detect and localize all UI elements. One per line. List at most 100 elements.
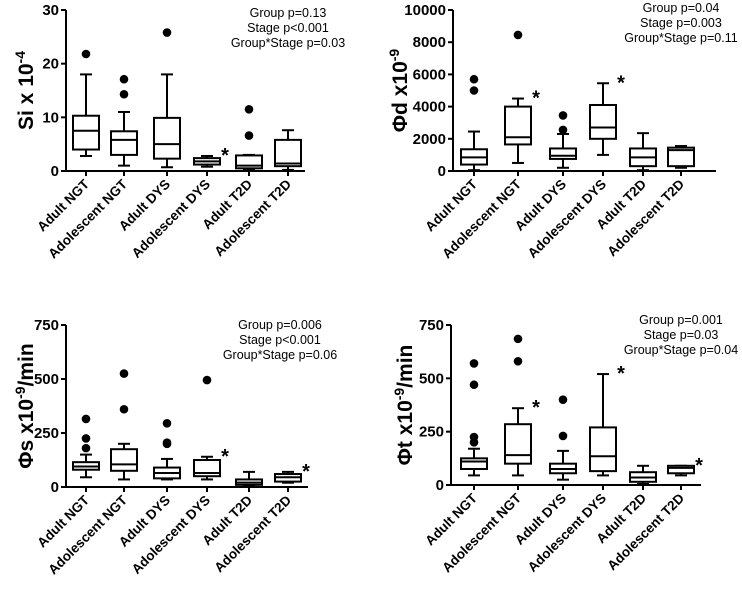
significance-asterisk: * xyxy=(221,145,229,167)
iqr-box xyxy=(504,105,532,146)
significance-asterisk: * xyxy=(617,72,625,94)
p-value-annotation: Stage p=0.003 xyxy=(640,16,722,30)
y-tick-label: 750 xyxy=(34,317,59,334)
significance-asterisk: * xyxy=(617,363,625,385)
y-axis-label: Φs x10-9/min xyxy=(12,343,38,468)
y-tick-label: 0 xyxy=(438,163,446,180)
y-axis-label-exponent: -9 xyxy=(12,386,28,399)
outlier-point xyxy=(244,131,254,140)
iqr-box xyxy=(153,116,181,160)
outlier-point xyxy=(558,395,568,404)
iqr-box xyxy=(589,426,617,473)
y-axis-label: Φt x10-9/min xyxy=(391,345,417,466)
p-value-annotation: Group*Stage p=0.06 xyxy=(223,348,337,362)
outlier-point xyxy=(81,49,91,59)
y-tick-label: 30 xyxy=(42,2,59,19)
outlier-point xyxy=(513,356,523,366)
outlier-point xyxy=(119,369,129,378)
y-axis-label-base: Φd x10 xyxy=(389,61,412,132)
y-axis-label-suffix: /min xyxy=(394,345,417,388)
y-tick-label: 500 xyxy=(34,371,59,388)
iqr-box xyxy=(110,130,138,156)
p-value-annotation: Group p=0.04 xyxy=(643,1,720,15)
iqr-box xyxy=(274,138,302,168)
outlier-point xyxy=(202,375,212,385)
outlier-point xyxy=(469,380,479,390)
outlier-point xyxy=(558,431,568,441)
outlier-point xyxy=(119,74,129,84)
y-axis-label-exponent: -9 xyxy=(391,388,407,401)
y-tick-label: 0 xyxy=(51,479,59,496)
outlier-point xyxy=(162,28,172,37)
outlier-point xyxy=(81,443,91,453)
p-value-annotation: Group*Stage p=0.11 xyxy=(624,31,737,45)
y-axis-label-base: Φt x10 xyxy=(394,400,417,465)
outlier-point xyxy=(119,404,129,414)
y-tick-label: 10000 xyxy=(404,2,446,19)
y-tick-label: 750 xyxy=(419,317,444,334)
iqr-box xyxy=(504,423,532,465)
p-value-annotation: Stage p<0.001 xyxy=(239,333,321,347)
outlier-point xyxy=(469,86,479,95)
p-value-annotation: Group p=0.006 xyxy=(238,318,322,332)
outlier-point xyxy=(81,414,91,424)
y-tick-label: 10 xyxy=(42,109,59,126)
box-adult-ngt: Adult NGT xyxy=(422,359,488,548)
outlier-point xyxy=(81,434,91,443)
outlier-point xyxy=(558,125,568,135)
iqr-box xyxy=(110,448,138,472)
y-tick-label: 20 xyxy=(42,56,59,73)
y-axis-label-exponent: -4 xyxy=(12,51,28,64)
y-axis-label: Si x 10-4 xyxy=(12,51,38,130)
iqr-box xyxy=(667,146,695,168)
category-label: Adolescent NGT xyxy=(439,176,524,261)
iqr-box xyxy=(549,147,577,160)
y-tick-label: 6000 xyxy=(413,66,446,83)
y-tick-label: 2000 xyxy=(413,131,446,148)
outlier-point xyxy=(469,74,479,84)
y-tick-label: 500 xyxy=(419,370,444,387)
outlier-point xyxy=(513,334,523,344)
y-axis-label-exponent: -9 xyxy=(386,49,402,62)
outlier-point xyxy=(162,418,172,428)
y-axis-label-base: Φs x10 xyxy=(15,399,38,469)
y-tick-label: 250 xyxy=(419,424,444,441)
outlier-point xyxy=(162,438,172,448)
p-value-annotation: Stage p=0.03 xyxy=(644,328,719,342)
y-tick-label: 4000 xyxy=(413,99,446,116)
y-axis-label-base: Si x 10 xyxy=(15,63,38,130)
y-tick-label: 250 xyxy=(34,425,59,442)
iqr-box xyxy=(460,457,488,471)
p-value-annotation: Group p=0.13 xyxy=(250,6,327,20)
y-tick-label: 0 xyxy=(51,163,59,180)
iqr-box xyxy=(72,114,100,151)
significance-asterisk: * xyxy=(532,88,540,110)
p-value-annotation: Group*Stage p=0.04 xyxy=(624,343,738,357)
p-value-annotation: Group p=0.001 xyxy=(639,313,723,327)
p-value-annotation: Group*Stage p=0.03 xyxy=(231,36,345,50)
p-value-annotation: Stage p<0.001 xyxy=(247,21,329,35)
y-tick-label: 0 xyxy=(436,477,444,494)
category-label: Adolescent NGT xyxy=(439,490,524,575)
iqr-box xyxy=(589,103,617,140)
outlier-point xyxy=(513,30,523,40)
panel-3: 0 250 500 750 Φs x10-9/min Group p=0.006Stage… xyxy=(12,317,337,577)
panel-2: 0 2000 4000 6000 8000 10000 Φd x10-9 Group p=0.… xyxy=(386,1,738,261)
y-axis-label: Φd x10-9 xyxy=(386,49,412,133)
significance-asterisk: * xyxy=(695,455,703,477)
iqr-box xyxy=(667,464,695,475)
y-axis-label-suffix: /min xyxy=(15,343,38,386)
outlier-point xyxy=(558,111,568,120)
significance-asterisk: * xyxy=(302,461,310,483)
significance-asterisk: * xyxy=(532,397,540,419)
significance-asterisk: * xyxy=(221,446,229,468)
box-adolescent-ngt: Adolescent NGT xyxy=(45,74,138,261)
y-tick-label: 8000 xyxy=(413,34,446,51)
outlier-point xyxy=(244,104,254,114)
outlier-point xyxy=(469,359,479,368)
outlier-point xyxy=(469,432,479,442)
